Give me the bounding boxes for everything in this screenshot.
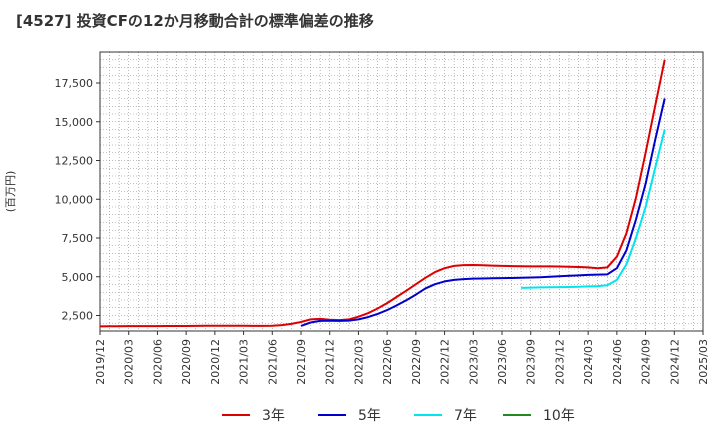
y-axis-label: (百万円) (4, 171, 17, 213)
x-tick-label: 2020/03 (123, 339, 136, 385)
plot-frame (99, 51, 704, 332)
legend-swatch (414, 414, 442, 416)
legend-label: 10年 (543, 408, 575, 424)
x-tick-label: 2020/06 (151, 339, 164, 385)
legend-label: 5年 (358, 408, 381, 424)
x-tick-label: 2023/03 (467, 339, 480, 385)
chart-title: [4527] 投資CFの12か月移動合計の標準偏差の推移 (16, 12, 374, 30)
y-tick-label: 2,500 (62, 310, 94, 323)
x-tick-label: 2024/09 (640, 339, 653, 385)
y-tick-label: 12,500 (55, 155, 94, 168)
x-tick-label: 2022/03 (352, 339, 365, 385)
legend-swatch (318, 414, 346, 416)
x-tick-label: 2022/06 (381, 339, 394, 385)
legend: 3年 5年 7年 10年 (0, 400, 720, 430)
series-group (99, 59, 666, 328)
legend-item: 7年 (414, 400, 477, 430)
x-tick-label: 2021/03 (238, 339, 251, 385)
legend-label: 7年 (454, 408, 477, 424)
x-tick-label: 2022/09 (410, 339, 423, 385)
y-tick-label: 7,500 (62, 232, 94, 245)
x-tick-label: 2023/06 (496, 339, 509, 385)
legend-label: 3年 (262, 408, 285, 424)
x-tick-label: 2021/12 (324, 339, 337, 385)
x-tick-label: 2020/12 (209, 339, 222, 385)
y-tick-label: 17,500 (55, 77, 94, 90)
x-tick-label: 2025/03 (697, 339, 710, 385)
legend-item: 10年 (503, 400, 575, 430)
y-axis-ticks: 2,500 5,000 7,500 10,000 12,500 15,000 17,500 (55, 77, 100, 323)
x-tick-label: 2023/09 (525, 339, 538, 385)
line-chart: 2,5005,0007,50010,00012,50015,00017,500 … (4, 51, 710, 385)
legend-item: 3年 (222, 400, 285, 430)
x-tick-label: 2021/06 (266, 339, 279, 385)
x-tick-label: 2024/03 (582, 339, 595, 385)
grid (100, 52, 703, 331)
series-line-7年 (521, 129, 666, 289)
legend-swatch (503, 414, 531, 416)
y-tick-label: 15,000 (55, 116, 94, 129)
x-tick-label: 2022/12 (439, 339, 452, 385)
legend-swatch (222, 414, 250, 416)
x-tick-label: 2020/09 (180, 339, 193, 385)
series-line-5年 (300, 98, 666, 327)
series-line-3年 (99, 59, 666, 328)
x-tick-label: 2024/06 (611, 339, 624, 385)
legend-item: 5年 (318, 400, 381, 430)
x-axis-ticks: 2019/12 2020/03 2020/06 2020/09 2020/12 2021/… (94, 331, 710, 385)
x-tick-label: 2021/09 (295, 339, 308, 385)
x-tick-label: 2024/12 (668, 339, 681, 385)
y-tick-label: 5,000 (62, 271, 94, 284)
x-tick-label: 2019/12 (94, 339, 107, 385)
y-tick-label: 10,000 (55, 193, 94, 206)
x-tick-label: 2023/12 (553, 339, 566, 385)
